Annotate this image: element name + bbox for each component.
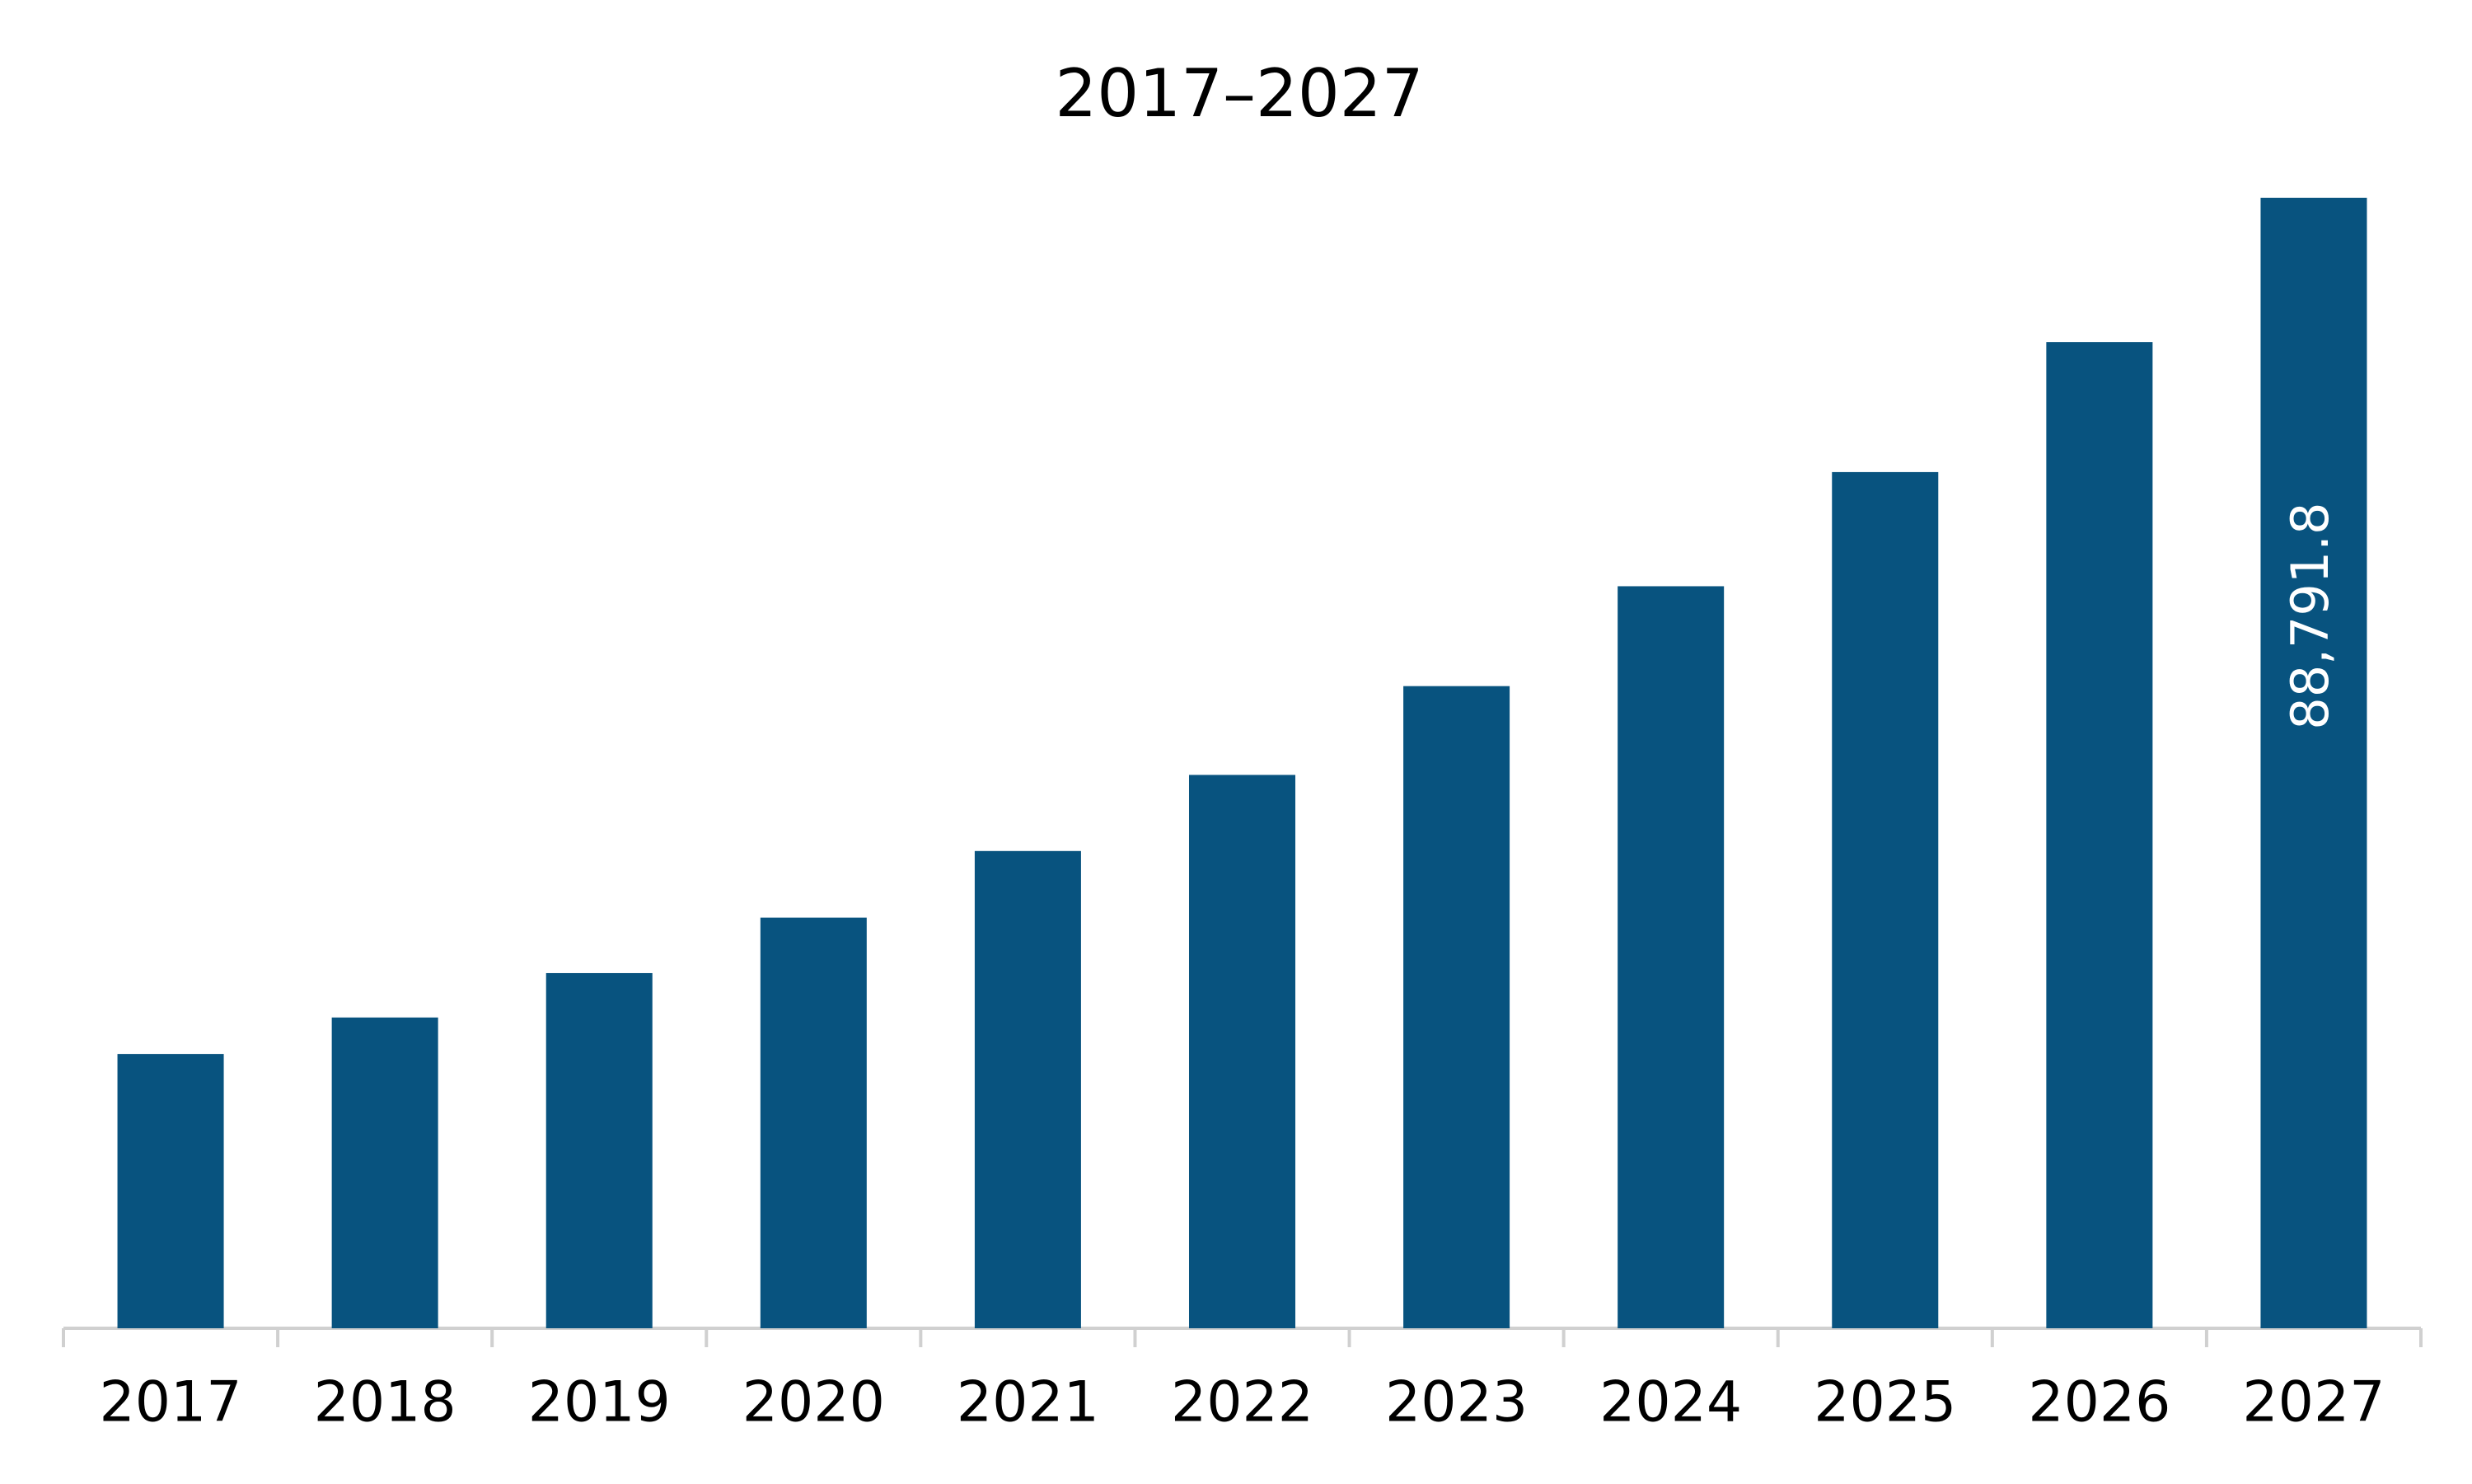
x-tick-label: 2023: [1385, 1370, 1528, 1435]
x-tick-label: 2022: [1171, 1370, 1313, 1435]
bar: [2260, 198, 2367, 1328]
bar: [2046, 342, 2153, 1329]
x-tick-label: 2026: [2028, 1370, 2170, 1435]
bar: [1403, 686, 1510, 1328]
bar: [331, 1017, 438, 1328]
bar: [117, 1054, 224, 1328]
x-tick-label: 2018: [314, 1370, 456, 1435]
bar: [974, 850, 1081, 1328]
bar: [760, 917, 867, 1328]
bar: [1618, 586, 1725, 1328]
bar: [545, 972, 653, 1328]
bar: [1832, 471, 1939, 1328]
x-tick-label: 2021: [957, 1370, 1099, 1435]
x-tick-label: 2020: [742, 1370, 885, 1435]
x-tick-label: 2019: [528, 1370, 671, 1435]
x-tick-label: 2027: [2242, 1370, 2385, 1435]
bar: [1188, 775, 1296, 1328]
x-tick-label: 2017: [100, 1370, 242, 1435]
x-tick-label: 2024: [1599, 1370, 1742, 1435]
value-label: 88,791.8: [2280, 503, 2340, 730]
x-tick-label: 2025: [1814, 1370, 1956, 1435]
chart-title: 2017–2027: [1055, 55, 1423, 132]
